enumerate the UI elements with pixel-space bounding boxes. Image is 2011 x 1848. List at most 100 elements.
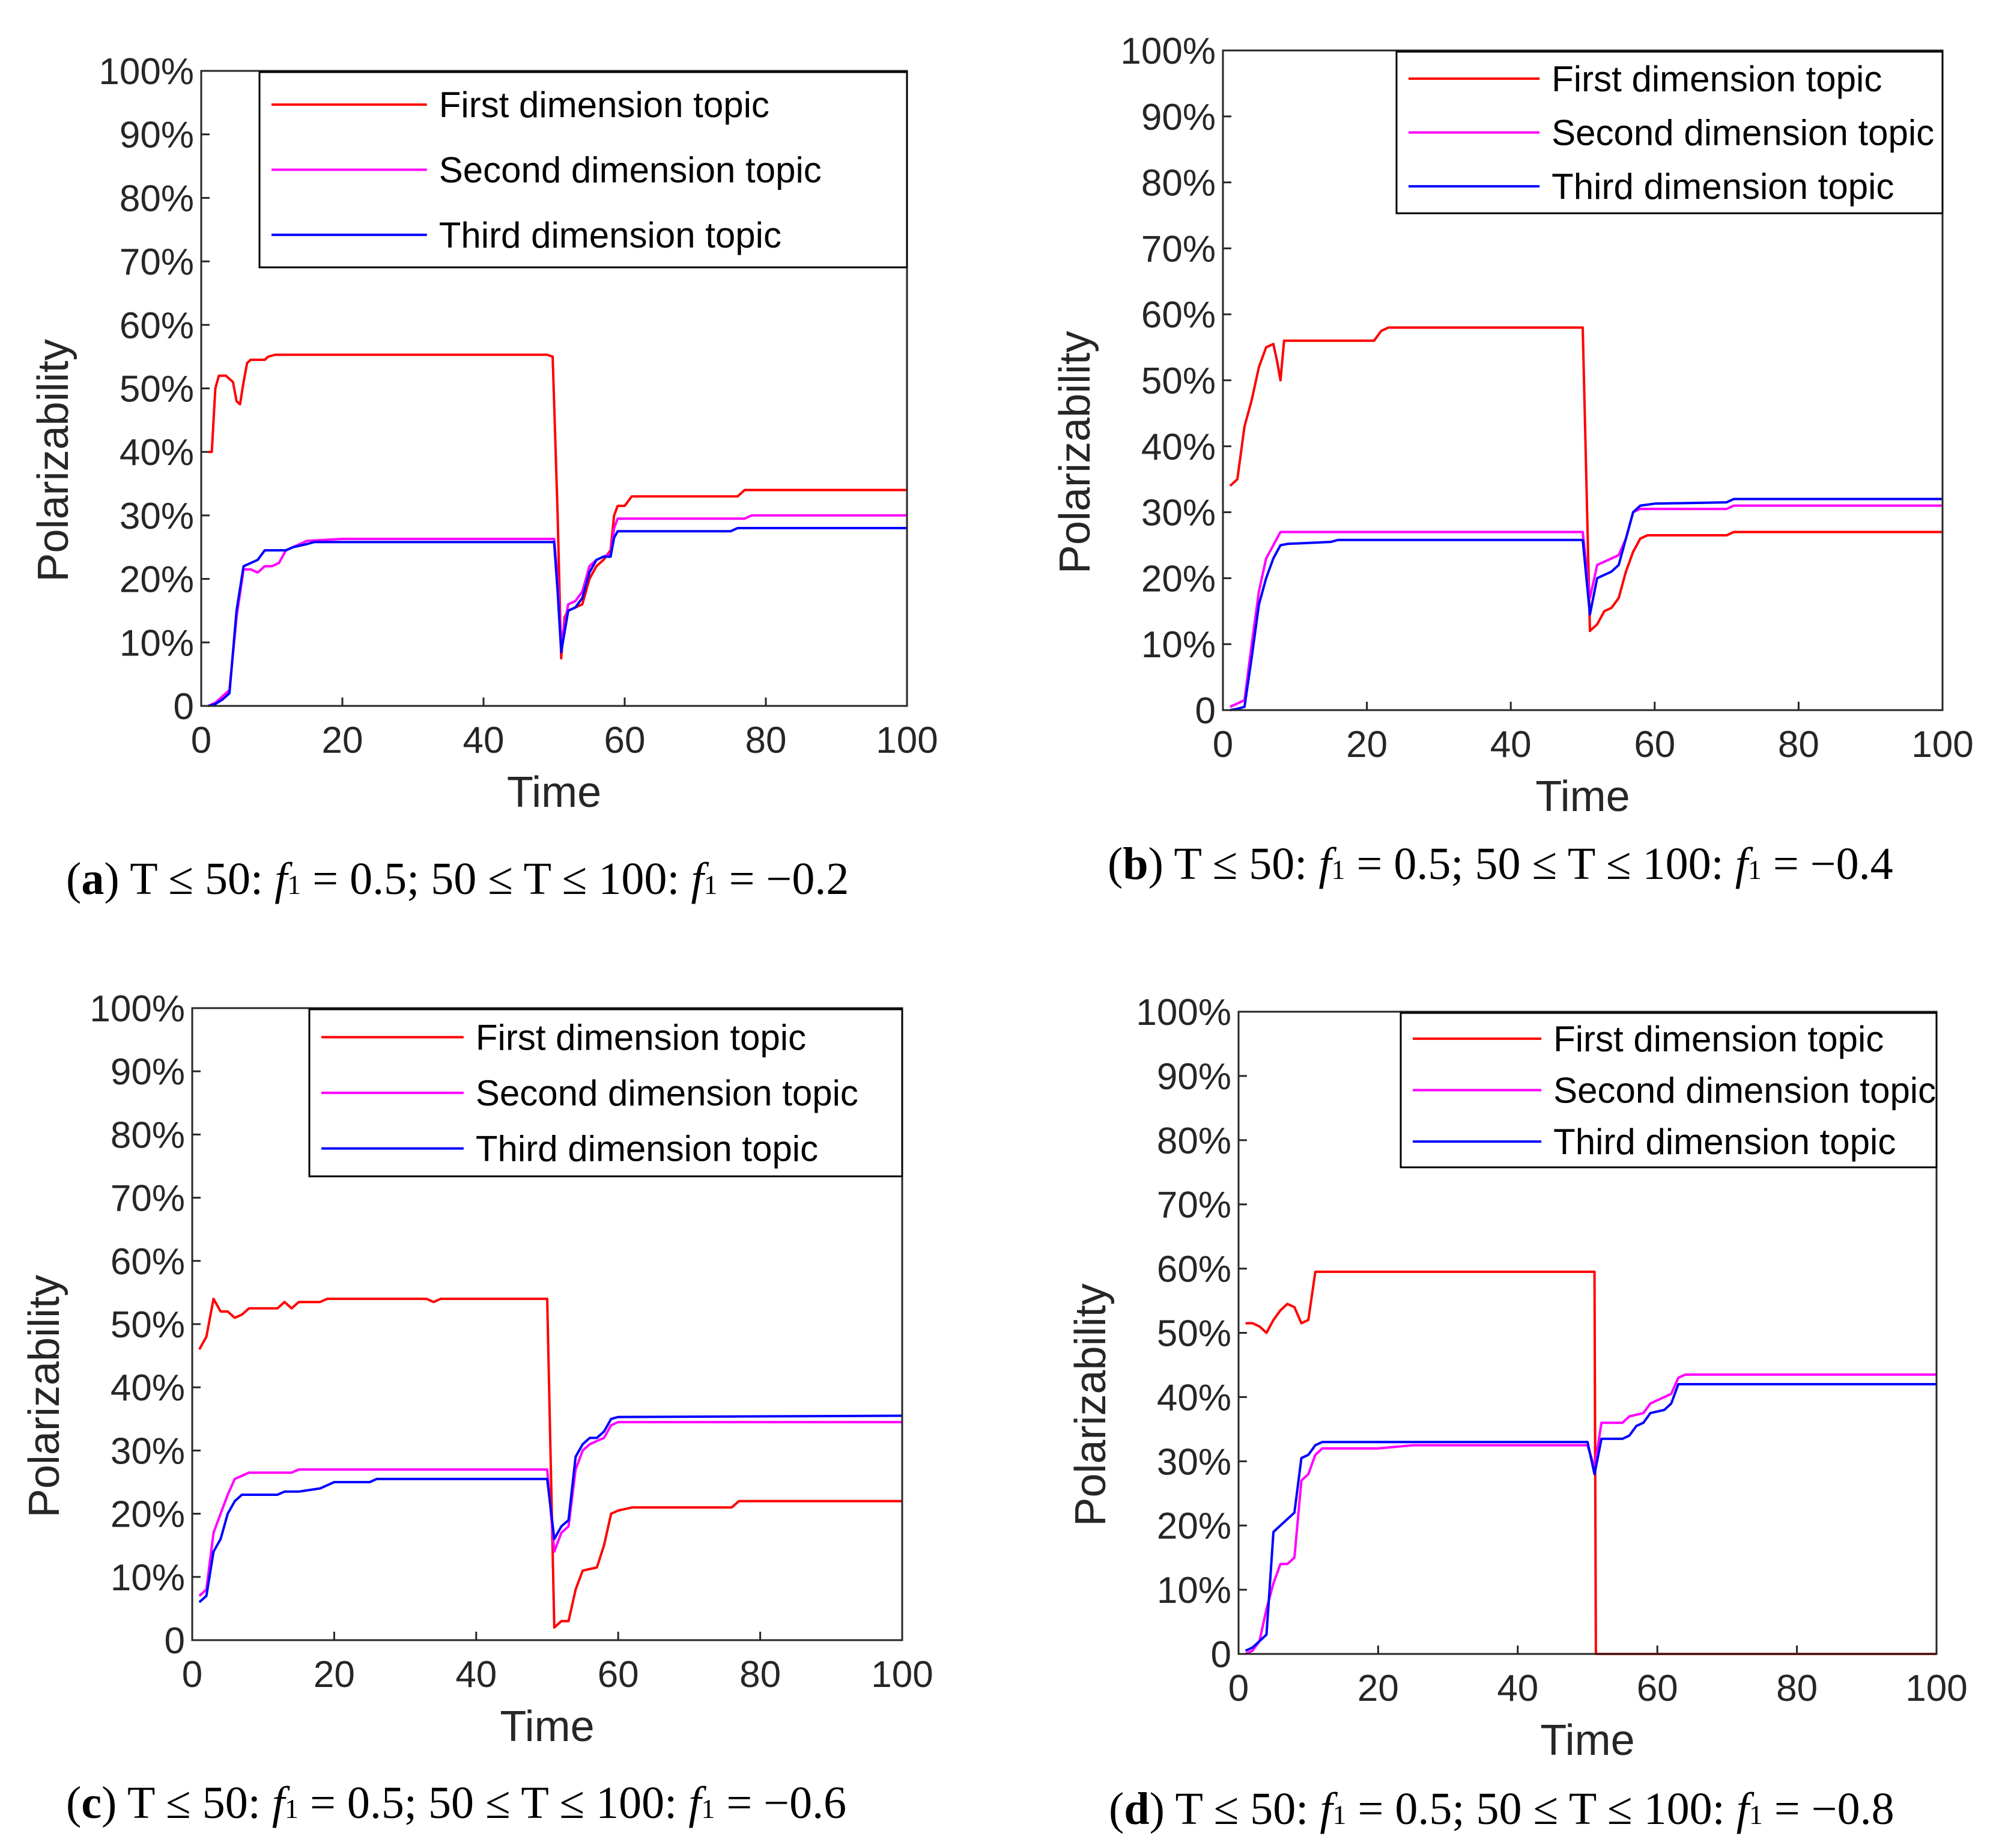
- x-tick-label: 0: [182, 1654, 202, 1695]
- x-tick-label: 60: [1637, 1668, 1678, 1709]
- x-tick-label: 20: [1357, 1668, 1399, 1709]
- y-tick-label: 70%: [1157, 1185, 1231, 1226]
- legend-label-1: First dimension topic: [1553, 1019, 1884, 1059]
- chart-c: 0 10% 20% 30% 40% 50% 60% 70% 80% 90% 100% 0 20 40 60 8…: [20, 988, 933, 1751]
- y-tick-label: 80%: [1141, 163, 1216, 204]
- axes-frame: [200, 70, 908, 707]
- y-tick-label: 0: [165, 1620, 185, 1662]
- y-tick-label: 60%: [1141, 294, 1216, 336]
- x-tick-label: 0: [1228, 1668, 1249, 1709]
- x-tick-label: 0: [191, 720, 211, 761]
- series-line-1: [1245, 1270, 1937, 1655]
- legend-label-3: Third dimension topic: [1553, 1122, 1896, 1162]
- legend-label-1: First dimension topic: [1551, 59, 1882, 99]
- y-tick-label: 90%: [120, 115, 194, 156]
- y-tick-label: 20%: [111, 1494, 185, 1536]
- x-tick-label: 20: [1346, 724, 1388, 765]
- y-tick-label: 30%: [1157, 1441, 1231, 1483]
- y-tick-label: 100%: [1120, 31, 1216, 72]
- y-tick-label: 80%: [1157, 1120, 1231, 1162]
- x-tick-label: 80: [1776, 1668, 1818, 1709]
- y-tick-label: 10%: [120, 622, 194, 664]
- x-axis-title: Time: [500, 1703, 594, 1751]
- y-tick-label: 50%: [111, 1304, 185, 1346]
- y-tick-label: 100%: [1136, 992, 1231, 1033]
- x-tick-label: 80: [739, 1654, 781, 1695]
- y-axis-title: Polarizability: [20, 1275, 68, 1518]
- y-tick-label: 30%: [1141, 493, 1216, 534]
- series-line-3: [1245, 1383, 1937, 1652]
- y-tick-label: 50%: [120, 369, 194, 410]
- x-tick-label: 40: [463, 720, 505, 761]
- x-tick-label: 40: [1497, 1668, 1538, 1709]
- chart-panel-c: 0 10% 20% 30% 40% 50% 60% 70% 80% 90% 100% 0 20 40 60 8…: [0, 924, 1005, 1848]
- x-tick-label: 100: [876, 720, 938, 761]
- legend-label-3: Third dimension topic: [476, 1129, 818, 1169]
- legend-label-1: First dimension topic: [476, 1017, 806, 1057]
- y-tick-label: 40%: [120, 432, 194, 473]
- y-tick-label: 20%: [1157, 1506, 1231, 1547]
- y-tick-label: 80%: [120, 178, 194, 219]
- axes-frame: [191, 1007, 903, 1641]
- y-axis-title: Polarizability: [1051, 331, 1099, 574]
- legend-label-2: Second dimension topic: [439, 150, 822, 190]
- axes-frame: [1222, 49, 1944, 711]
- caption-a: (a) T ≤ 50: f1 = 0.5; 50 ≤ T ≤ 100: f1 =…: [66, 854, 849, 904]
- y-tick-label: 20%: [120, 559, 194, 601]
- legend-label-1: First dimension topic: [439, 85, 769, 125]
- y-tick-label: 0: [174, 686, 194, 728]
- y-tick-label: 10%: [1157, 1570, 1231, 1611]
- y-tick-label: 50%: [1157, 1313, 1231, 1355]
- x-tick-label: 60: [604, 720, 646, 761]
- y-tick-label: 20%: [1141, 558, 1216, 600]
- chart-b: 0 10% 20% 30% 40% 50% 60% 70% 80% 90% 100% 0 20 40 60 8…: [1051, 31, 1974, 821]
- series-line-1: [198, 1297, 902, 1629]
- y-axis-title: Polarizability: [29, 339, 77, 582]
- y-tick-label: 90%: [1157, 1056, 1231, 1098]
- x-tick-label: 100: [1911, 724, 1973, 765]
- x-tick-label: 20: [314, 1654, 355, 1695]
- x-axis-title: Time: [1535, 773, 1630, 821]
- x-tick-label: 40: [455, 1654, 497, 1695]
- y-tick-label: 80%: [111, 1114, 185, 1156]
- y-tick-label: 60%: [111, 1241, 185, 1283]
- series-line-2: [1245, 1373, 1937, 1655]
- caption-d: (d) T ≤ 50: f1 = 0.5; 50 ≤ T ≤ 100: f1 =…: [1109, 1784, 1894, 1834]
- y-tick-label: 70%: [111, 1178, 185, 1220]
- y-tick-label: 90%: [1141, 97, 1216, 138]
- x-tick-label: 20: [322, 720, 363, 761]
- y-tick-label: 40%: [111, 1367, 185, 1409]
- legend-label-3: Third dimension topic: [439, 215, 781, 255]
- series-line-3: [198, 1414, 903, 1603]
- y-tick-label: 40%: [1157, 1377, 1231, 1418]
- series-line-3: [1230, 497, 1943, 711]
- y-tick-label: 30%: [111, 1430, 185, 1472]
- y-axis-title: Polarizability: [1067, 1283, 1115, 1526]
- x-tick-label: 60: [1634, 724, 1675, 765]
- legend-label-2: Second dimension topic: [1553, 1071, 1936, 1111]
- y-tick-label: 60%: [1157, 1249, 1231, 1290]
- y-tick-label: 100%: [99, 51, 194, 93]
- legend-label-3: Third dimension topic: [1551, 166, 1894, 207]
- y-tick-label: 70%: [1141, 228, 1216, 270]
- caption-b: (b) T ≤ 50: f1 = 0.5; 50 ≤ T ≤ 100: f1 =…: [1108, 839, 1893, 889]
- legend-label-2: Second dimension topic: [1551, 113, 1934, 153]
- chart-panel-d: 0 10% 20% 30% 40% 50% 60% 70% 80% 90% 100% 0 20 40 60 8…: [1005, 924, 2011, 1848]
- x-tick-label: 80: [1778, 724, 1819, 765]
- chart-a: 0 10% 20% 30% 40% 50% 60% 70% 80% 90% 100% 0 20 40 60 8…: [29, 51, 938, 816]
- chart-d: 0 10% 20% 30% 40% 50% 60% 70% 80% 90% 100% 0 20 40 60 8…: [1067, 992, 1968, 1764]
- y-tick-label: 0: [1211, 1634, 1231, 1676]
- y-tick-label: 60%: [120, 305, 194, 347]
- y-tick-label: 30%: [120, 496, 194, 537]
- chart-panel-a: 0 10% 20% 30% 40% 50% 60% 70% 80% 90% 100% 0 20 40 60 8…: [0, 0, 1005, 924]
- x-tick-label: 100: [871, 1654, 933, 1695]
- series-line-3: [208, 527, 907, 707]
- x-tick-label: 40: [1490, 724, 1532, 765]
- x-tick-label: 0: [1213, 724, 1233, 765]
- x-axis-title: Time: [1540, 1716, 1634, 1764]
- chart-panel-b: 0 10% 20% 30% 40% 50% 60% 70% 80% 90% 100% 0 20 40 60 8…: [1005, 0, 2011, 924]
- y-tick-label: 40%: [1141, 427, 1216, 468]
- x-tick-label: 80: [745, 720, 787, 761]
- y-tick-label: 50%: [1141, 360, 1216, 402]
- y-tick-label: 10%: [1141, 624, 1216, 666]
